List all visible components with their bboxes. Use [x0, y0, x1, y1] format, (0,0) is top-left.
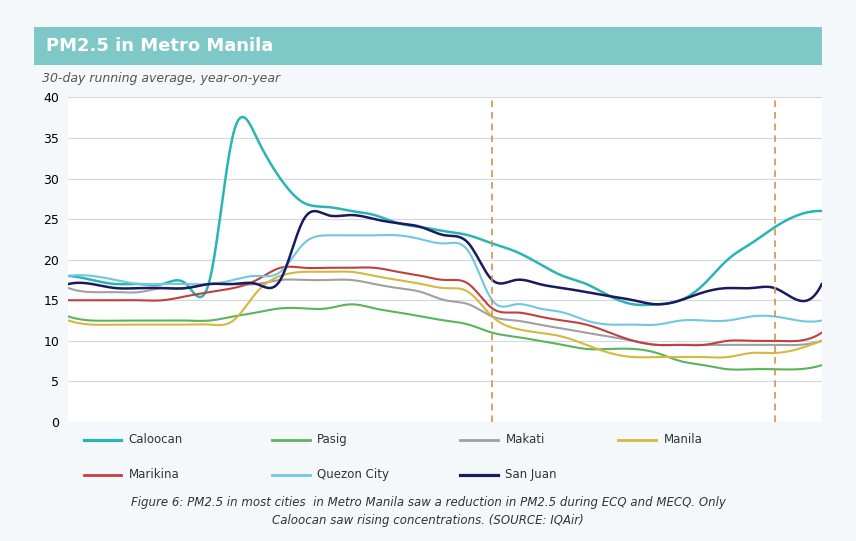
- Text: Manila: Manila: [663, 433, 703, 446]
- Text: Makati: Makati: [505, 433, 544, 446]
- Text: Pasig: Pasig: [317, 433, 348, 446]
- Text: 30-day running average, year-on-year: 30-day running average, year-on-year: [42, 72, 280, 85]
- Text: Quezon City: Quezon City: [317, 468, 389, 481]
- Text: Caloocan: Caloocan: [128, 433, 183, 446]
- Text: Marikina: Marikina: [128, 468, 180, 481]
- Text: Figure 6: PM2.5 in most cities  in Metro Manila saw a reduction in PM2.5 during : Figure 6: PM2.5 in most cities in Metro …: [131, 496, 725, 527]
- Text: PM2.5 in Metro Manila: PM2.5 in Metro Manila: [46, 37, 273, 55]
- Text: San Juan: San Juan: [505, 468, 557, 481]
